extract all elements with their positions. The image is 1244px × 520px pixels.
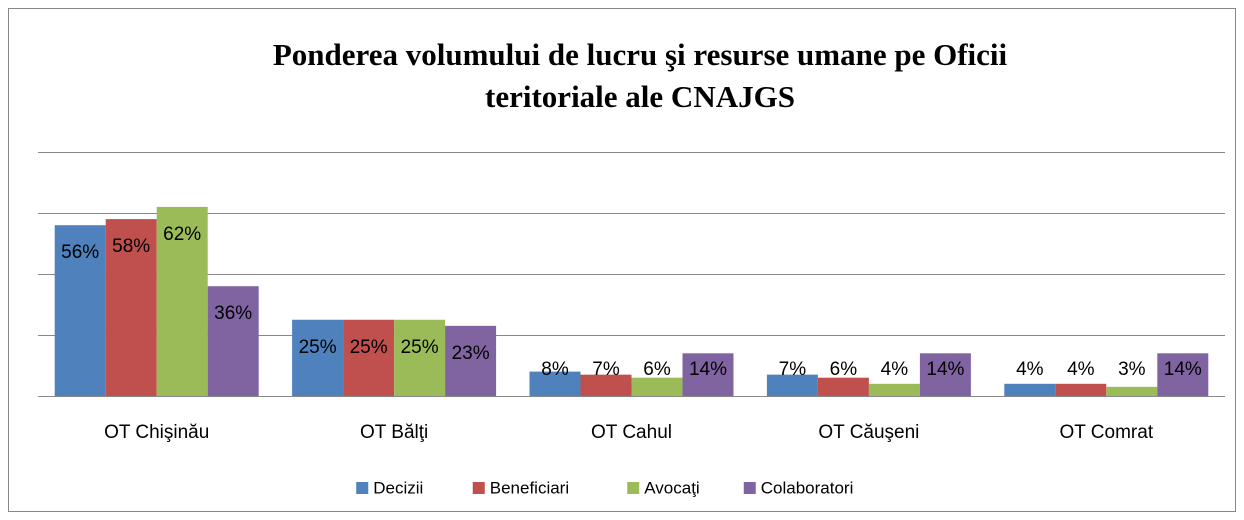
data-label: 4% (1016, 359, 1044, 380)
bar (1055, 383, 1107, 396)
x-tick-label: OT Cahul (591, 422, 672, 443)
data-label: 8% (541, 359, 569, 380)
data-label: 58% (112, 236, 150, 257)
x-tick-label: OT Căuşeni (818, 422, 919, 443)
bar (580, 374, 632, 396)
bar (394, 319, 446, 396)
bar (817, 377, 869, 396)
data-label: 25% (299, 337, 337, 358)
data-label: 6% (643, 359, 671, 380)
data-label: 14% (1164, 359, 1202, 380)
bar (766, 374, 818, 396)
data-label: 14% (689, 359, 727, 380)
bar (445, 325, 497, 396)
bar (54, 225, 106, 396)
data-label: 25% (350, 337, 388, 358)
x-tick-label: OT Chişinău (104, 422, 209, 443)
legend-label: Decizii (373, 478, 423, 497)
bar (156, 206, 208, 396)
legend-swatch (472, 482, 485, 494)
legend-label: Avocaţi (644, 478, 699, 497)
legend-label: Colaboratori (761, 478, 854, 497)
data-label: 4% (1067, 359, 1095, 380)
data-label: 14% (926, 359, 964, 380)
bar (631, 377, 683, 396)
data-label: 56% (61, 242, 99, 263)
data-label: 6% (830, 359, 858, 380)
bar (105, 219, 157, 396)
bar (919, 353, 971, 396)
bar (343, 319, 395, 396)
x-tick-label: OT Bălţi (360, 422, 428, 443)
legend-swatch (627, 482, 640, 494)
bar (529, 371, 581, 396)
data-label: 23% (452, 343, 490, 364)
bar (1004, 383, 1056, 396)
chart-title: Ponderea volumului de lucru şi resurse u… (273, 37, 1008, 72)
data-label: 7% (779, 359, 807, 380)
bar (682, 353, 734, 396)
data-label: 25% (401, 337, 439, 358)
data-label: 4% (881, 359, 909, 380)
bar (1106, 386, 1158, 396)
legend-swatch (743, 482, 756, 494)
bar (1157, 353, 1209, 396)
bar (292, 319, 344, 396)
data-label: 36% (214, 303, 252, 324)
bar (868, 383, 920, 396)
chart-border (8, 8, 1236, 512)
legend-label: Beneficiari (490, 478, 569, 497)
chart-title: teritoriale ale CNAJGS (485, 79, 795, 114)
x-tick-label: OT Comrat (1059, 422, 1153, 443)
legend-swatch (356, 482, 369, 494)
bar (207, 286, 259, 396)
data-label: 7% (592, 359, 620, 380)
data-label: 3% (1118, 359, 1146, 380)
data-label: 62% (163, 224, 201, 245)
